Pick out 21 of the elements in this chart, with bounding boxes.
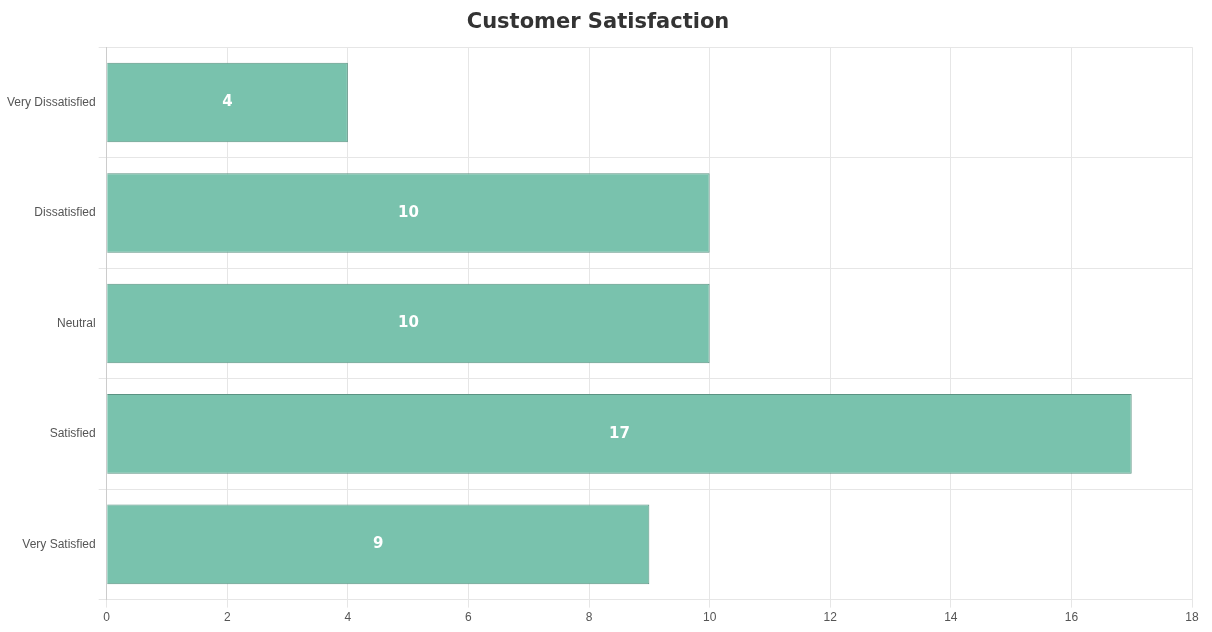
x-tick-label: 8 (585, 610, 593, 625)
data-label: 10 (397, 202, 419, 221)
data-label: 17 (609, 423, 630, 442)
data-label: 10 (397, 313, 419, 332)
x-tick-label: 18 (1185, 610, 1199, 625)
y-tick-label: Very Dissatisfied (7, 94, 96, 109)
y-tick-label: Neutral (57, 315, 96, 330)
x-tick-label: 16 (1064, 610, 1079, 625)
x-tick-label: 10 (702, 610, 717, 625)
data-label: 9 (373, 534, 384, 553)
chart-title: Customer Satisfaction (466, 9, 730, 34)
x-tick-label: 2 (223, 610, 231, 625)
data-label: 4 (222, 92, 233, 111)
y-tick-label: Satisfied (49, 426, 96, 441)
x-tick-label: 4 (344, 610, 352, 625)
x-tick-label: 12 (823, 610, 838, 625)
x-tick-label: 0 (103, 610, 111, 625)
y-tick-label: Dissatisfied (34, 205, 96, 220)
x-tick-label: 14 (944, 610, 958, 625)
x-tick-label: 6 (465, 610, 473, 625)
y-tick-label: Very Satisfied (22, 536, 96, 551)
